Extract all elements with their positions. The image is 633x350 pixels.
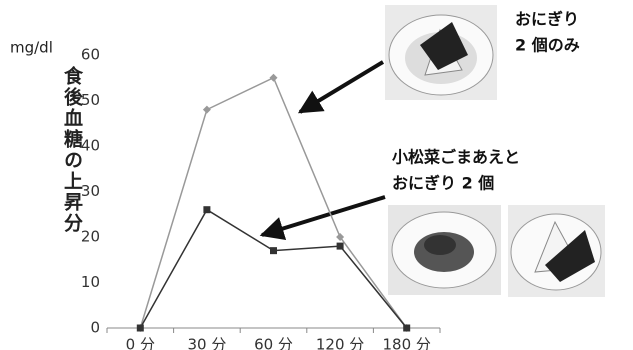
photo-onigiri-bottom	[508, 205, 605, 297]
arrow	[297, 60, 385, 114]
point	[136, 324, 144, 332]
point	[203, 206, 211, 214]
annotation: おにぎり 2 個	[392, 174, 494, 193]
x-tick-label: 60 分	[254, 336, 293, 350]
annotation: おにぎり	[515, 10, 579, 29]
arrow	[259, 195, 386, 241]
x-tick-label: 0 分	[126, 336, 155, 350]
x-tick-label: 180 分	[382, 336, 430, 350]
unit-label: mg/dl	[10, 39, 53, 57]
point	[202, 105, 211, 114]
y-tick-label: 0	[90, 319, 100, 337]
point	[270, 247, 277, 255]
y-tick-label: 60	[81, 46, 100, 64]
x-tick-label: 120 分	[316, 336, 364, 350]
y-tick-label: 50	[81, 91, 100, 109]
x-tick-label: 30 分	[187, 336, 226, 350]
point	[403, 324, 411, 332]
annotation: 2 個のみ	[515, 36, 580, 55]
y-tick-label: 20	[81, 228, 100, 246]
y-tick-label: 10	[81, 273, 100, 291]
photo-onigiri-top	[385, 5, 497, 100]
y-tick-label: 30	[81, 182, 100, 200]
point	[336, 242, 344, 250]
photo-komatsuna	[388, 205, 501, 295]
annotation: 小松菜ごまあえと	[392, 148, 520, 167]
series-line	[139, 208, 408, 329]
y-axis-title: 食後血糖の上昇分	[61, 65, 83, 234]
point	[269, 73, 278, 82]
y-tick-label: 40	[81, 137, 100, 155]
point	[336, 233, 345, 241]
